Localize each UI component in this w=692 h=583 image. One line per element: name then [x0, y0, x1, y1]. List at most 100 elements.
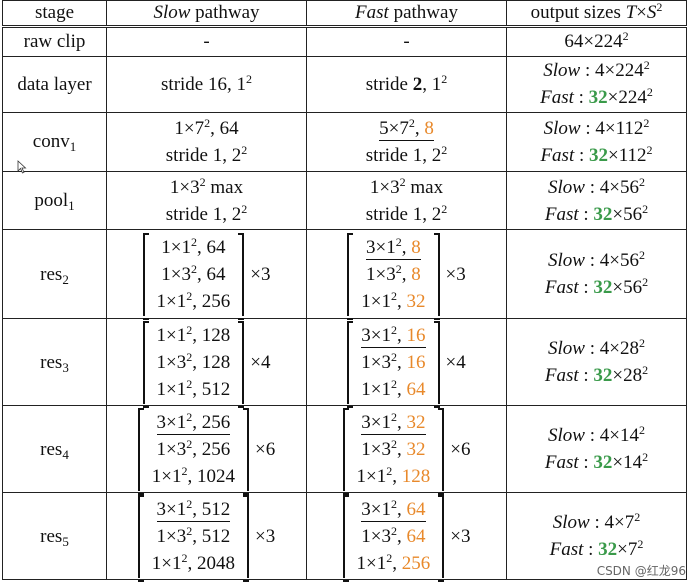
slow-cell: - [106, 26, 307, 57]
slow-l2sup: 2 [241, 142, 248, 157]
slow-line: 3×12, 512 [152, 496, 235, 523]
output-fast-pre: : [578, 203, 594, 225]
sep: , [397, 498, 407, 520]
output-cell: Slow : 4×282 Fast : 32×282 [506, 318, 687, 407]
fast-line-1: 5×72, 8 [310, 115, 503, 142]
slow-block: 1×12, 64 1×32, 64 1×12, 256 ×3 [142, 232, 270, 320]
sep: , [397, 351, 407, 373]
slow-line-inner: 1×32, 256 [156, 436, 231, 460]
fast-stride-bold: 2 [412, 73, 423, 95]
fast-l1sup: 2 [408, 115, 415, 130]
output-fast-green: 32 [593, 277, 613, 299]
row-res5: res5 3×12, 512 1×32, 512 1×12, 2048 ×3 3×12, … [2, 492, 687, 582]
fast-line-inner: 3×12, 16 [361, 324, 426, 348]
kernel: 1×1 [151, 465, 182, 487]
output-cell: Slow : 4×562 Fast : 32×562 [506, 229, 687, 320]
slow-bracket: 3×12, 512 1×32, 512 1×12, 2048 [137, 494, 250, 582]
slow-line-inner: 1×12, 128 [157, 322, 231, 346]
header-output-T: T [625, 2, 637, 24]
fast-line-inner: 3×12, 8 [366, 236, 421, 260]
kernel: 1×1 [356, 465, 387, 487]
fast-line: 3×12, 64 [357, 496, 431, 523]
fast-bracket: 3×12, 64 1×32, 64 1×12, 256 [342, 494, 445, 582]
stage-cell: res2 [2, 229, 107, 320]
slow-text: stride 16, 1 [161, 73, 246, 95]
kernel: 3×1 [156, 498, 187, 520]
fast-l1a: 5×7 [379, 117, 409, 139]
output-slow-label: Slow [543, 60, 581, 82]
stage-cell: raw clip [2, 26, 107, 57]
output-fast-line: Fast : 32×562 [510, 201, 683, 228]
slow-bracket: 3×12, 256 1×32, 256 1×12, 1024 [137, 407, 250, 495]
output-cell: Slow : 4×72 Fast : 32×72 [506, 492, 687, 580]
fast-block: 3×12, 8 1×32, 8 1×12, 32 ×3 [347, 232, 466, 320]
output-cell: Slow : 4×2242 Fast : 32×2242 [506, 55, 687, 114]
fast-line-inner: 1×32, 32 [361, 438, 425, 460]
stage-cell: pool1 [2, 170, 107, 231]
channels: , 1024 [187, 465, 236, 487]
fast-l1sup: 2 [399, 174, 406, 189]
fast-l2sup: 2 [441, 142, 448, 157]
slow-l1sup: 2 [204, 115, 211, 130]
output-slow-label: Slow [543, 117, 581, 139]
fast-mult: ×3 [450, 525, 471, 547]
output-fast-label: Fast [544, 452, 579, 474]
slow-l1b: , 64 [210, 117, 239, 139]
fast-line: 3×12, 32 [357, 409, 431, 436]
output-fast-val: ×112 [608, 144, 647, 166]
channels-orange: 64 [406, 525, 426, 547]
kernel-sup: 2 [186, 436, 193, 451]
channels: , 512 [192, 498, 231, 520]
output-cell: Slow : 4×1122 Fast : 32×1122 [506, 112, 687, 172]
output-slow-val: : 4×28 [584, 338, 639, 360]
slow-line-inner: 1×12, 1024 [151, 465, 236, 487]
fast-l2a: stride 1, 2 [365, 144, 442, 166]
slow-l1a: 1×7 [174, 117, 205, 139]
row-res3: res3 1×12, 128 1×32, 128 1×12, 512 ×4 3×12, 1… [2, 318, 687, 408]
slow-line-inner: 1×32, 128 [157, 351, 231, 373]
output-fast-sup: 2 [646, 142, 653, 157]
kernel-sup: 2 [186, 322, 193, 337]
channels: , 64 [197, 263, 226, 285]
header-slow-rest: pathway [190, 2, 260, 24]
slow-line: 3×12, 256 [152, 409, 235, 436]
kernel-sup: 2 [391, 409, 397, 424]
kernel-sup: 2 [191, 234, 197, 249]
kernel: 1×3 [156, 525, 187, 547]
output-fast-green: 32 [593, 365, 613, 387]
output-fast-green: 32 [589, 144, 609, 166]
output-cell: Slow : 4×562 Fast : 32×562 [506, 170, 687, 231]
channels: , 64 [197, 236, 226, 258]
header-output-S: S [646, 2, 657, 24]
channels: , 512 [192, 525, 231, 547]
output-slow-sup: 2 [638, 248, 645, 263]
fast-line-inner: 1×32, 64 [361, 525, 426, 547]
fast-cell: 3×12, 16 1×32, 16 1×12, 64 ×4 [306, 318, 507, 408]
stage-base: conv [32, 131, 70, 153]
stage-base: res [40, 263, 63, 285]
row-data-layer: data layer stride 16, 12 stride 2, 12 Sl… [2, 55, 687, 114]
output-slow-line: Slow : 4×72 [510, 509, 683, 536]
kernel: 1×1 [361, 378, 391, 400]
output-slow-val: : 4×224 [580, 60, 644, 82]
output-fast-sup: 2 [646, 85, 653, 100]
output-fast-sup: 2 [642, 201, 649, 216]
slow-block: 1×12, 128 1×32, 128 1×12, 512 ×4 [142, 320, 270, 408]
slow-line-inner: 1×12, 64 [161, 234, 226, 258]
fast-l2sup: 2 [441, 201, 448, 216]
output-fast-label: Fast [544, 203, 579, 225]
header-fast: Fast pathway [306, 0, 507, 29]
slow-line-inner: 3×12, 512 [156, 498, 231, 522]
kernel: 1×3 [156, 438, 187, 460]
header-output-sq: 2 [656, 0, 663, 15]
kernel: 1×1 [156, 378, 187, 400]
kernel: 3×1 [361, 498, 391, 520]
header-slow: Slow pathway [106, 0, 307, 29]
fast-text-b: , 1 [422, 73, 442, 95]
output-fast-line: Fast : 32×2242 [510, 84, 683, 111]
output-fast-val: ×28 [612, 365, 643, 387]
output-cell: 64×2242 [506, 26, 687, 57]
kernel-sup: 2 [186, 523, 193, 538]
row-res4: res4 3×12, 256 1×32, 256 1×12, 1024 ×6 3×12, … [2, 405, 687, 495]
fast-line-inner: 1×12, 32 [361, 290, 425, 312]
